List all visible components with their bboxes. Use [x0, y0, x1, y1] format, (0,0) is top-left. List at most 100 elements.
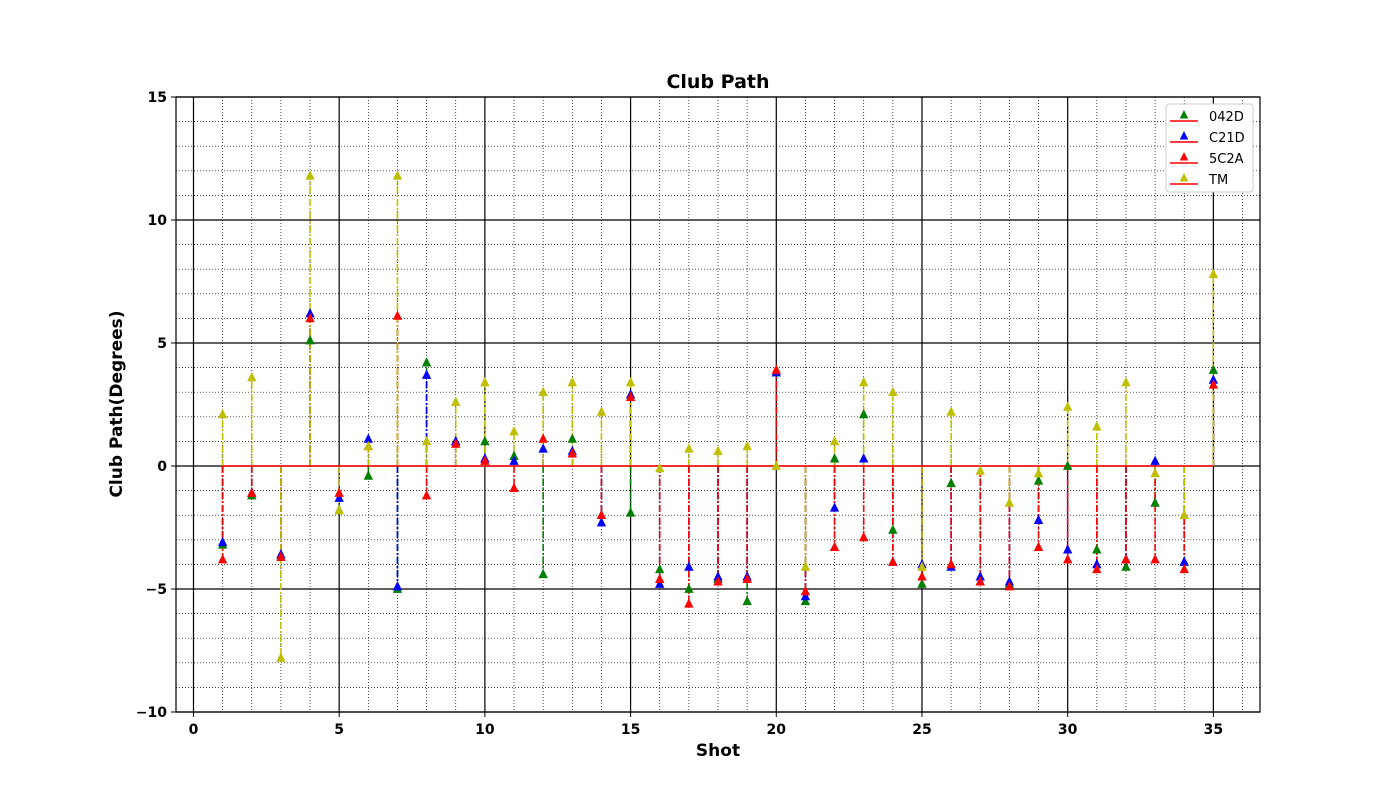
data-point-marker — [917, 578, 927, 588]
data-point-marker — [305, 335, 315, 345]
legend-marker-swatch — [1179, 110, 1189, 119]
data-point-marker — [217, 408, 228, 419]
data-point-marker — [742, 573, 752, 584]
data-point-marker — [451, 438, 461, 448]
data-point-marker — [1063, 460, 1073, 470]
data-point-marker — [392, 310, 403, 320]
data-point-marker — [917, 571, 927, 581]
data-point-marker — [363, 440, 373, 451]
data-point-marker — [421, 435, 432, 446]
data-point-marker — [888, 524, 898, 534]
data-point-marker — [771, 364, 781, 374]
data-point-marker — [1092, 558, 1102, 569]
x-tick-label: 15 — [621, 722, 640, 738]
data-point-marker — [684, 598, 694, 608]
axis-ticks — [171, 96, 1214, 717]
legend: 042D C21D 5C2A TM — [1165, 103, 1254, 193]
data-point-marker — [655, 578, 665, 588]
data-point-marker — [1004, 576, 1015, 586]
data-point-marker — [509, 482, 519, 492]
data-point-marker — [829, 541, 840, 552]
data-point-marker — [1208, 374, 1219, 384]
x-tick-label: 35 — [1204, 722, 1223, 738]
y-tick-label: 0 — [157, 459, 167, 475]
data-point-marker — [771, 460, 781, 470]
data-point-marker — [1033, 475, 1044, 485]
data-point-marker — [917, 561, 927, 571]
data-point-marker — [567, 448, 577, 458]
data-point-marker — [1121, 553, 1131, 564]
data-point-marker — [538, 443, 548, 453]
data-point-marker — [946, 558, 956, 569]
x-tick-label: 0 — [189, 722, 199, 738]
data-point-marker — [509, 455, 519, 465]
data-point-marker — [596, 509, 607, 520]
legend-entry-label: 042D — [1209, 110, 1244, 125]
x-tick-label: 20 — [767, 722, 787, 738]
data-point-marker — [1033, 467, 1044, 478]
data-point-marker — [1150, 553, 1160, 564]
data-point-marker — [829, 435, 840, 446]
y-tick-labels: −10 −5 0 5 10 15 — [136, 90, 167, 721]
y-tick-label: 5 — [157, 336, 167, 352]
data-point-marker — [742, 595, 752, 606]
y-tick-label: −10 — [136, 705, 167, 721]
data-point-marker — [1092, 563, 1102, 574]
data-point-marker — [946, 477, 956, 488]
data-point-marker — [800, 585, 811, 596]
plot-frame — [175, 96, 1261, 713]
y-tick-label: 15 — [148, 90, 167, 106]
data-point-marker — [1208, 268, 1219, 278]
x-tick-label: 30 — [1058, 722, 1078, 738]
legend-marker-swatch — [1179, 152, 1189, 161]
data-point-marker — [334, 504, 344, 515]
data-point-marker — [1150, 497, 1160, 507]
data-point-marker — [538, 568, 548, 579]
data-point-marker — [305, 307, 315, 318]
data-point-marker — [334, 487, 344, 497]
data-point-marker — [859, 531, 869, 542]
data-point-marker — [1063, 544, 1073, 554]
data-point-marker — [509, 450, 519, 461]
data-point-marker — [305, 312, 315, 323]
data-point-marker — [713, 445, 723, 456]
data-point-marker — [713, 571, 723, 581]
data-point-marker — [975, 576, 985, 586]
chart-title: Club Path — [666, 71, 769, 93]
x-tick-label: 25 — [912, 722, 931, 738]
data-point-marker — [975, 465, 985, 475]
data-point-marker — [829, 502, 840, 512]
data-point-marker — [888, 556, 898, 566]
data-point-marker — [800, 595, 811, 606]
data-markers — [217, 170, 1219, 662]
data-point-marker — [1121, 561, 1131, 571]
legend-marker-swatch — [1179, 173, 1189, 182]
data-point-marker — [625, 507, 636, 517]
data-point-marker — [800, 590, 811, 601]
data-point-marker — [596, 406, 607, 416]
data-point-marker — [655, 573, 665, 584]
data-point-marker — [480, 376, 490, 387]
data-point-marker — [363, 433, 373, 443]
data-point-marker — [392, 170, 403, 180]
data-point-marker — [859, 376, 869, 387]
legend-entry-label: 5C2A — [1209, 152, 1244, 167]
data-point-marker — [421, 490, 432, 500]
data-point-marker — [363, 470, 373, 480]
legend-entry-label: TM — [1208, 173, 1228, 188]
data-point-marker — [567, 433, 577, 443]
data-point-marker — [276, 652, 286, 662]
data-point-marker — [684, 561, 694, 571]
data-point-marker — [655, 563, 665, 574]
data-point-marker — [538, 433, 548, 443]
data-point-marker — [625, 391, 636, 401]
data-point-marker — [1179, 556, 1189, 566]
data-point-marker — [829, 453, 840, 463]
data-point-marker — [1033, 541, 1044, 552]
data-point-marker — [567, 376, 577, 387]
data-point-marker — [1121, 376, 1131, 387]
x-tick-label: 10 — [475, 722, 495, 738]
data-point-marker — [334, 492, 344, 502]
data-point-marker — [1063, 553, 1073, 564]
